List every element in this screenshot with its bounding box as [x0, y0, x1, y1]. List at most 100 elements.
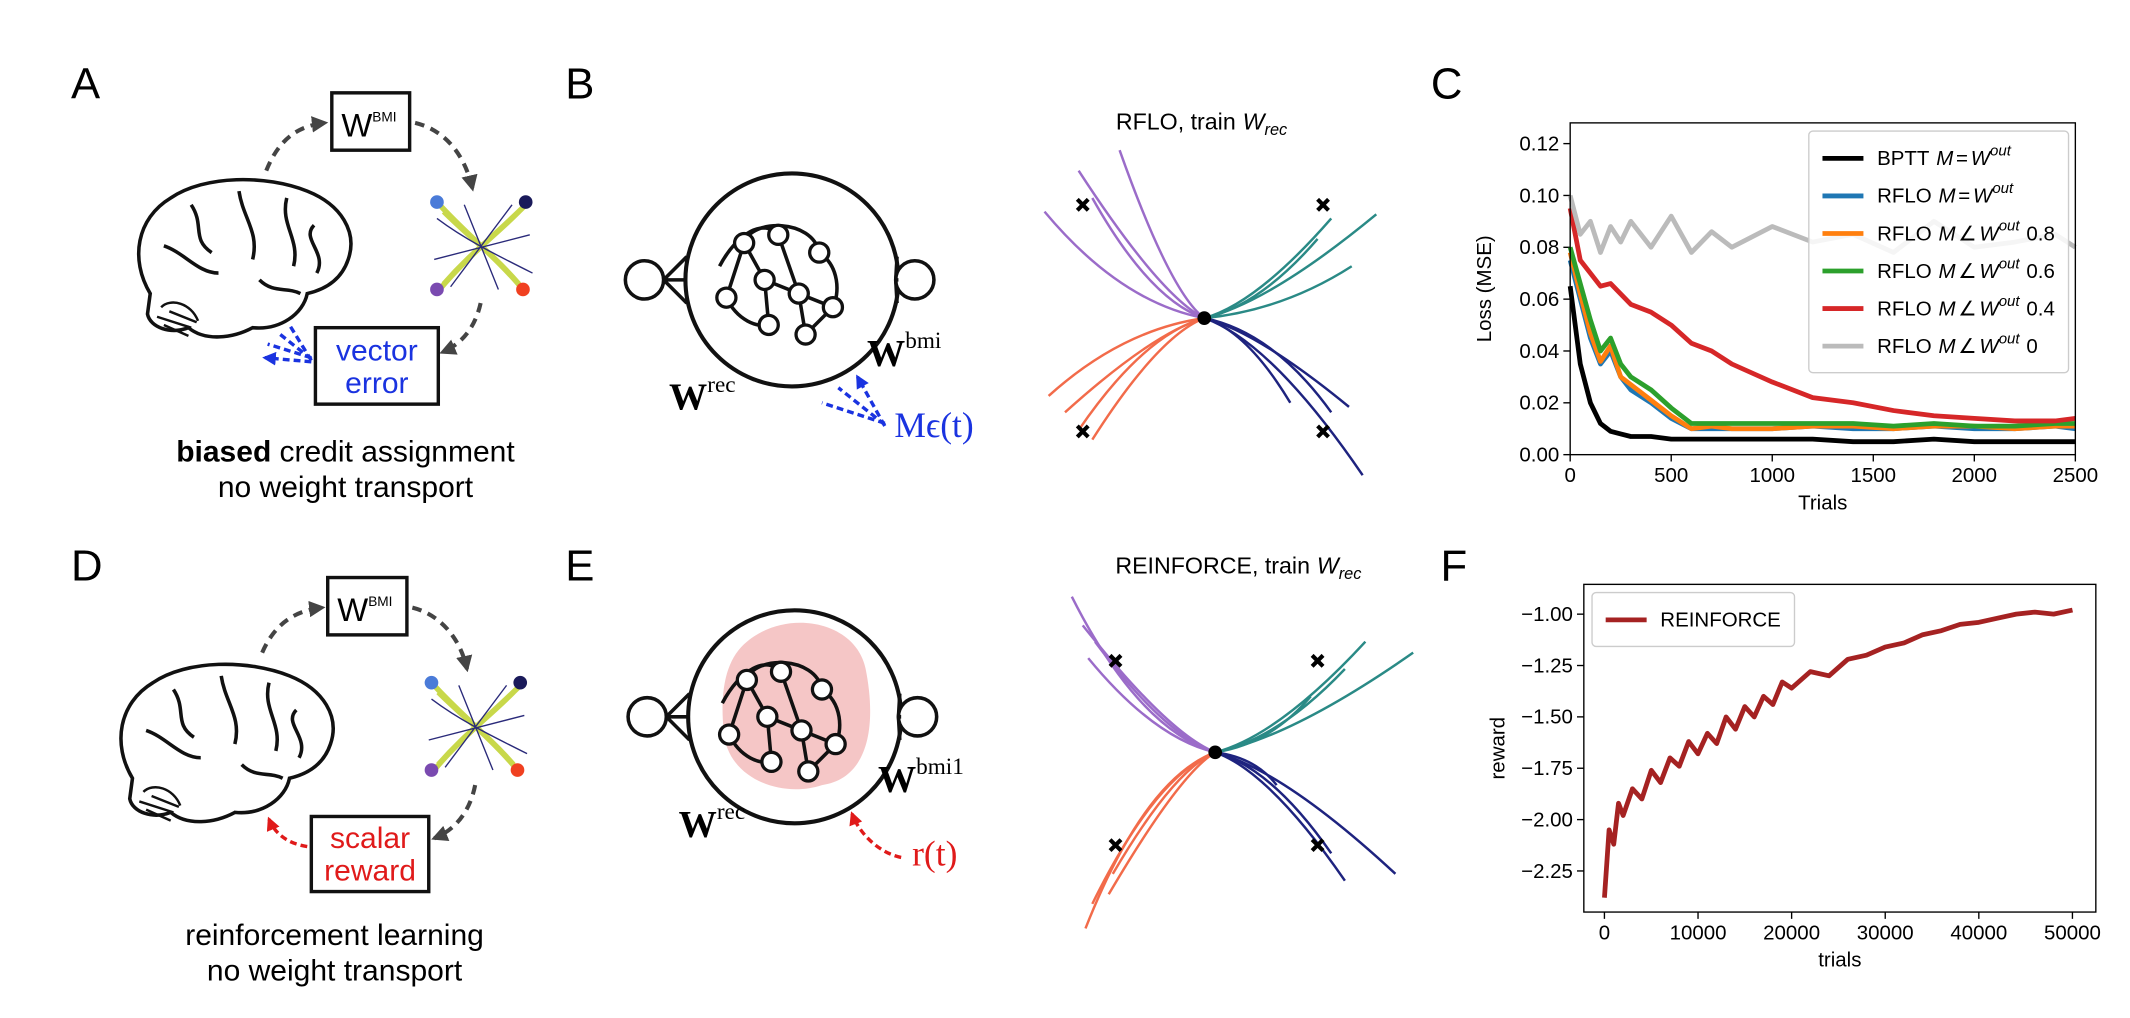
legend-math: ∠ — [1958, 260, 1976, 283]
w-sup: rec — [707, 372, 735, 398]
y-tick-label: 0.12 — [1519, 132, 1559, 155]
legend-math: W — [1973, 185, 1994, 208]
caption-bold: biased — [176, 435, 271, 468]
legend-frame — [1591, 591, 1796, 648]
trajectory-title: RFLO, train Wrec — [1116, 109, 1287, 139]
legend-label: RFLO M = Wout — [1877, 180, 2014, 208]
legend-label: BPTT M = Wout — [1877, 143, 2012, 171]
y-tick-label: 0.08 — [1519, 236, 1559, 259]
y-tick-label: −2.00 — [1521, 808, 1573, 831]
caption: no weight transport — [207, 954, 463, 987]
legend-suffix: 0 — [2026, 335, 2037, 358]
legend-name: RFLO — [1877, 185, 1932, 208]
legend-math: W — [1979, 260, 2000, 283]
legend-math: ∠ — [1958, 335, 1976, 358]
y-tick-label: −1.50 — [1521, 706, 1573, 729]
legend-name: RFLO — [1877, 222, 1932, 245]
panel-label: B — [565, 59, 594, 108]
w-bmi: Wbmi1 — [878, 754, 964, 801]
w-rec: Wrec — [669, 372, 736, 419]
panel-label: E — [565, 541, 594, 590]
target — [1310, 653, 1325, 668]
trajectory — [1084, 751, 1216, 929]
trajectory — [1203, 316, 1292, 404]
legend-math: = — [1956, 147, 1968, 170]
legend-math: M — [1939, 260, 1957, 283]
cursor-trajectories — [430, 195, 532, 296]
decoder-base: W — [341, 107, 372, 144]
panel-labels: A B C D E F — [71, 59, 1467, 590]
trajectory — [1111, 751, 1216, 875]
legend-math: out — [1999, 330, 2021, 347]
brain — [119, 662, 335, 824]
legend-math: M — [1936, 147, 1954, 170]
decoder-base: W — [337, 591, 368, 628]
box-text: reward — [324, 855, 416, 888]
legend-name: RFLO — [1877, 260, 1932, 283]
target — [1316, 197, 1330, 212]
series-line — [1567, 207, 2076, 424]
x-tick-label: 20000 — [1763, 921, 1820, 944]
trajectory — [1214, 751, 1397, 875]
panel-label: F — [1440, 541, 1467, 590]
trajectory — [1203, 316, 1364, 476]
trajectory — [1204, 316, 1333, 414]
legend-label: RFLO M ∠ Wout 0.8 — [1877, 218, 2055, 246]
w-sup: bmi1 — [916, 754, 964, 780]
trajectory — [1215, 695, 1312, 754]
y-axis-label: reward — [1487, 717, 1510, 780]
signal: Mϵ(t) — [894, 405, 973, 445]
legend-math: W — [1979, 335, 2000, 358]
target — [1075, 424, 1090, 439]
w-base: W — [679, 804, 717, 846]
y-tick-label: −1.25 — [1521, 654, 1573, 677]
trajectory — [1081, 624, 1216, 754]
title-text: REINFORCE, train — [1115, 552, 1310, 578]
w-base: W — [669, 377, 707, 419]
decoder-box — [326, 575, 409, 637]
caption: no weight transport — [218, 471, 474, 504]
legend-math: = — [1958, 185, 1970, 208]
legend-math: W — [1979, 297, 2000, 320]
arrow — [431, 784, 478, 842]
title-text: RFLO, train — [1116, 109, 1236, 135]
legend-math: M — [1939, 297, 1957, 320]
x-tick-label: 2000 — [1952, 464, 1998, 487]
title-sub: rec — [1339, 565, 1362, 583]
series-line — [1567, 246, 2076, 429]
target — [1075, 197, 1090, 212]
legend: REINFORCE — [1591, 591, 1796, 648]
panel-a: WBMI vector error biased credit assignmen… — [136, 91, 533, 504]
y-tick-label: −1.75 — [1521, 757, 1573, 780]
box-text: vector — [336, 334, 418, 367]
legend-name: RFLO — [1877, 335, 1932, 358]
trajectory — [1204, 238, 1319, 320]
w-bmi: Wbmi — [867, 328, 941, 375]
legend-label: REINFORCE — [1660, 609, 1781, 632]
y-axis-label: Loss (MSE) — [1473, 235, 1496, 342]
target — [1316, 424, 1330, 439]
legend-math: out — [1999, 255, 2021, 272]
w-rec: Wrec — [679, 799, 746, 846]
caption: reinforcement learning — [185, 919, 484, 952]
x-tick-label: 2500 — [2053, 464, 2099, 487]
trajectory — [1087, 657, 1216, 754]
arrow — [260, 600, 326, 654]
legend-label: RFLO M ∠ Wout 0.6 — [1877, 255, 2055, 283]
title-sub: rec — [1264, 121, 1287, 139]
legend-math: ∠ — [1958, 297, 1976, 320]
x-tick-label: 50000 — [2044, 921, 2101, 944]
trajectory — [1047, 316, 1205, 397]
trajectory — [1043, 210, 1205, 320]
legend-frame — [1808, 130, 2070, 374]
target — [1108, 653, 1123, 668]
arrow — [264, 116, 329, 172]
legend-math: out — [1999, 293, 2021, 310]
x-tick-label: 1500 — [1851, 464, 1897, 487]
title-var: W — [1243, 109, 1267, 135]
w-base: W — [867, 333, 905, 375]
legend-label: RFLO M ∠ Wout 0.4 — [1877, 293, 2055, 321]
x-tick-label: 0 — [1599, 921, 1610, 944]
arrow — [411, 605, 473, 673]
